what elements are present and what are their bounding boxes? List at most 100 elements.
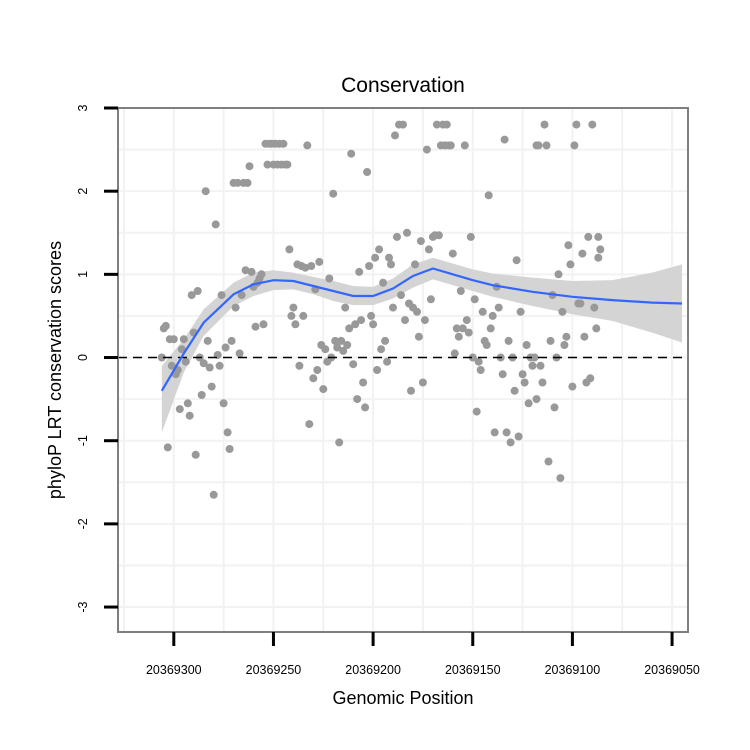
data-point	[393, 232, 401, 241]
data-point	[163, 443, 172, 452]
data-point	[233, 178, 242, 187]
data-point	[568, 382, 577, 391]
data-point	[347, 149, 356, 158]
data-point	[450, 349, 459, 358]
data-point	[181, 357, 190, 366]
data-point	[488, 311, 497, 320]
data-point	[540, 120, 549, 129]
data-point	[472, 407, 481, 416]
data-point	[391, 131, 399, 140]
data-point	[279, 139, 288, 148]
data-point	[542, 141, 551, 150]
data-point	[416, 237, 425, 246]
data-point	[319, 385, 328, 394]
data-point	[363, 168, 372, 176]
data-point	[177, 345, 186, 354]
data-point	[426, 295, 435, 304]
grid-lines	[118, 108, 688, 632]
y-tick-label: 3	[76, 104, 90, 111]
data-point	[303, 141, 312, 150]
data-point	[486, 324, 495, 333]
smooth-line-layer	[160, 267, 683, 392]
data-point	[544, 457, 553, 466]
data-point	[223, 428, 232, 437]
data-point	[592, 324, 601, 333]
data-point	[494, 303, 503, 312]
data-point	[237, 291, 246, 300]
data-point	[454, 332, 463, 341]
data-point	[169, 335, 178, 344]
data-point	[474, 357, 483, 366]
data-point	[512, 256, 521, 265]
y-tick-label: -3	[76, 601, 90, 612]
data-point	[464, 328, 473, 337]
data-point	[588, 120, 597, 129]
data-point	[510, 386, 519, 395]
data-point	[343, 341, 352, 349]
data-point	[446, 141, 455, 150]
data-point	[448, 249, 457, 258]
data-point	[532, 395, 541, 404]
data-point	[199, 359, 208, 368]
data-point	[411, 260, 419, 269]
data-point	[594, 232, 603, 241]
data-point	[175, 405, 184, 414]
data-point	[367, 311, 376, 320]
data-point	[518, 370, 527, 379]
data-point	[556, 474, 565, 483]
data-point	[546, 336, 555, 345]
data-point	[309, 374, 318, 383]
data-point	[373, 366, 382, 374]
data-point	[504, 336, 513, 345]
data-point	[397, 291, 405, 300]
data-point	[243, 178, 252, 187]
data-point	[295, 361, 304, 370]
data-point	[285, 245, 294, 254]
data-point	[369, 320, 378, 329]
data-point	[550, 403, 559, 412]
data-point	[355, 267, 364, 276]
x-tick-label: 20369100	[545, 663, 601, 677]
data-point	[596, 245, 605, 254]
data-point	[522, 341, 531, 349]
data-point	[211, 220, 220, 229]
data-point	[305, 420, 314, 429]
data-point	[301, 263, 310, 272]
data-point	[500, 135, 509, 144]
x-tick-label: 20369150	[445, 663, 501, 677]
data-point	[201, 187, 210, 196]
data-point	[484, 191, 493, 200]
confidence-band	[161, 257, 683, 433]
data-point	[325, 274, 334, 283]
y-axis-label: phyloP LRT conservation scores	[45, 241, 65, 499]
data-point	[401, 316, 409, 325]
data-point	[257, 270, 266, 279]
data-point	[418, 378, 427, 387]
data-point	[570, 141, 579, 150]
data-point	[161, 321, 170, 330]
data-point	[263, 160, 272, 169]
data-point	[385, 253, 393, 262]
data-point	[564, 241, 573, 250]
data-point	[422, 145, 431, 154]
data-point	[179, 335, 188, 344]
data-point	[476, 366, 485, 374]
plot-area	[118, 108, 688, 632]
y-tick-label: -2	[76, 518, 90, 529]
data-point	[586, 374, 595, 383]
data-point	[329, 189, 338, 198]
data-point	[434, 231, 443, 240]
data-point	[227, 336, 236, 345]
data-point	[566, 260, 575, 269]
data-point	[442, 120, 451, 129]
data-point	[251, 322, 260, 331]
data-point	[361, 403, 370, 412]
data-point	[313, 366, 322, 374]
confidence-band-layer	[161, 257, 683, 433]
data-point	[532, 141, 541, 150]
y-tick-label: 1	[76, 271, 90, 278]
data-point	[291, 320, 300, 329]
data-point	[183, 399, 192, 408]
data-point	[432, 120, 441, 129]
